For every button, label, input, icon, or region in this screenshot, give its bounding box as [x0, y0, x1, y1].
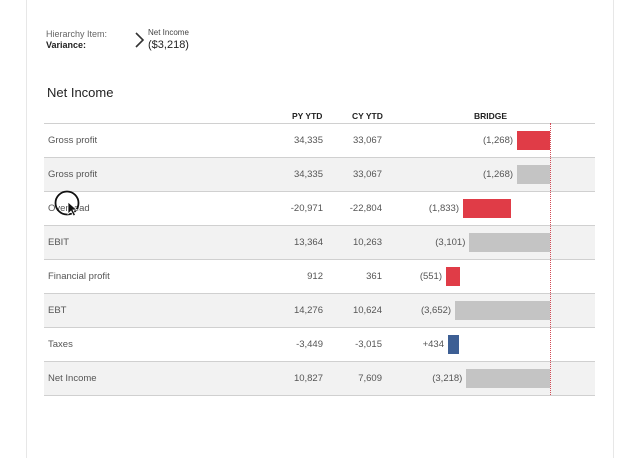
table-row[interactable]: EBIT 13,364 10,263 (3,101)	[44, 225, 595, 259]
variance-label: Variance:	[46, 40, 87, 50]
py-ytd-value: 912	[307, 271, 323, 282]
reference-line	[550, 123, 551, 395]
cy-ytd-value: -3,015	[355, 339, 382, 350]
bridge-bar[interactable]	[517, 165, 550, 184]
cy-ytd-value: 7,609	[358, 373, 382, 384]
py-ytd-value: -20,971	[290, 203, 323, 214]
bridge-delta-label: (1,833)	[428, 203, 459, 214]
cy-ytd-value: 361	[366, 271, 382, 282]
py-ytd-value: 14,276	[293, 305, 323, 316]
row-label: Financial profit	[48, 271, 110, 282]
table-row[interactable]: Net Income 10,827 7,609 (3,218)	[44, 361, 595, 396]
cy-ytd-value: 10,624	[352, 305, 382, 316]
bridge-bar[interactable]	[466, 369, 550, 388]
bridge-delta-label: (3,652)	[420, 305, 452, 316]
py-ytd-value: 10,827	[293, 373, 323, 384]
bridge-delta-label: (1,268)	[482, 135, 514, 146]
row-label: Gross profit	[48, 169, 98, 180]
column-header-py-ytd: PY YTD	[292, 111, 323, 121]
table-row[interactable]: Overhead-20,971-22,804(1,833)	[44, 191, 595, 225]
hierarchy-item-label: Hierarchy Item:	[46, 29, 108, 39]
cy-ytd-value: 10,263	[352, 237, 382, 248]
hierarchy-item-value: Net Income	[148, 28, 189, 37]
bridge-bar[interactable]	[469, 233, 550, 252]
panel-left-edge	[26, 0, 27, 458]
table-row[interactable]: Gross profit 34,335 33,067 (1,268)	[44, 123, 595, 157]
py-ytd-value: 13,364	[293, 237, 323, 248]
bridge-delta-label: (3,218)	[432, 373, 463, 384]
bridge-bar[interactable]	[455, 301, 550, 320]
table-row[interactable]: Gross profit 34,335 33,067 (1,268)	[44, 157, 595, 191]
hierarchy-values: Net Income ($3,218)	[148, 28, 189, 52]
row-label: EBT	[48, 305, 67, 316]
variance-value: ($3,218)	[148, 39, 189, 51]
bridge-bar[interactable]	[463, 199, 511, 218]
mouse-cursor-icon	[54, 190, 80, 217]
panel-right-edge	[613, 0, 614, 458]
column-header-bridge: BRIDGE	[474, 111, 508, 121]
row-label: Taxes	[48, 339, 73, 350]
py-ytd-value: 34,335	[293, 135, 323, 146]
row-label: Net Income	[48, 373, 97, 384]
bridge-bar[interactable]	[448, 335, 460, 354]
cy-ytd-value: 33,067	[352, 169, 382, 180]
bridge-bar[interactable]	[446, 267, 461, 286]
bridge-bar[interactable]	[517, 131, 550, 150]
py-ytd-value: -3,449	[296, 339, 323, 350]
chevron-right-icon[interactable]	[132, 30, 146, 50]
hierarchy-labels: Hierarchy Item: Variance:	[46, 29, 107, 51]
column-header-cy-ytd: CY YTD	[352, 111, 383, 121]
table-row[interactable]: Financial profit 912 361 (551)	[44, 259, 595, 293]
cy-ytd-value: 33,067	[352, 135, 382, 146]
row-label: EBIT	[48, 237, 70, 248]
bridge-delta-label: (551)	[419, 271, 442, 282]
table-row[interactable]: Taxes -3,449 -3,015 +434	[44, 327, 595, 361]
table-row[interactable]: EBT 14,276 10,624 (3,652)	[44, 293, 595, 327]
table-title: Net Income	[47, 85, 114, 100]
bridge-table: Gross profit 34,335 33,067 (1,268) Gross pro…	[44, 123, 595, 396]
bridge-delta-label: +434	[422, 339, 444, 350]
bridge-delta-label: (1,268)	[482, 169, 514, 180]
py-ytd-value: 34,335	[293, 169, 323, 180]
bridge-delta-label: (3,101)	[435, 237, 466, 248]
row-label: Gross profit	[48, 135, 98, 146]
cy-ytd-value: -22,804	[349, 203, 382, 214]
